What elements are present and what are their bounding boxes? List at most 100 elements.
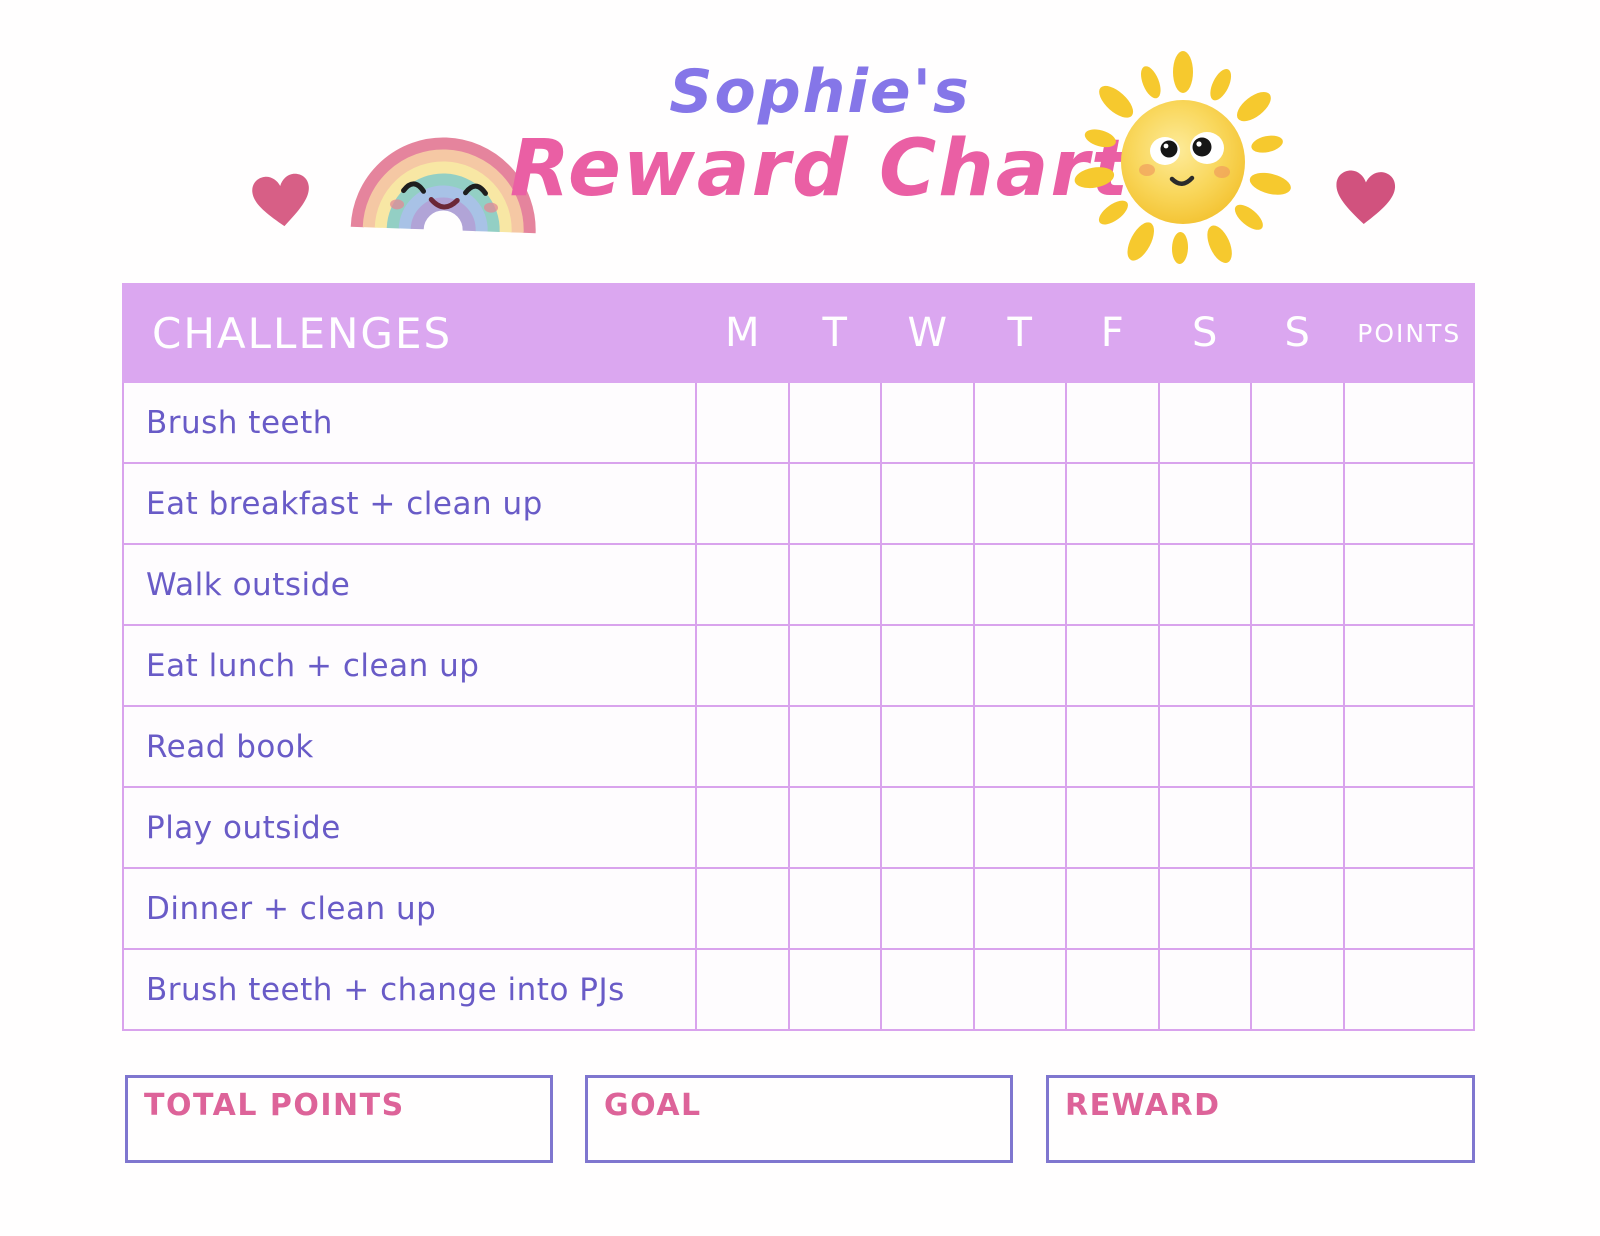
points-cell[interactable] xyxy=(1344,707,1473,786)
day-cell[interactable] xyxy=(1159,383,1250,462)
table-row: Play outside xyxy=(124,788,1473,867)
goal-label: GOAL xyxy=(604,1088,702,1123)
day-cell[interactable] xyxy=(789,383,880,462)
day-cell[interactable] xyxy=(697,545,788,624)
day-cell[interactable] xyxy=(1067,383,1158,462)
day-cell[interactable] xyxy=(1067,869,1158,948)
table-row: Walk outside xyxy=(124,545,1473,624)
day-cell[interactable] xyxy=(697,869,788,948)
day-cell[interactable] xyxy=(789,545,880,624)
rainbow-icon xyxy=(350,115,540,241)
day-cell[interactable] xyxy=(1159,626,1250,705)
day-header-fri: F xyxy=(1100,310,1124,356)
heart-icon xyxy=(247,169,317,237)
day-cell[interactable] xyxy=(789,869,880,948)
day-cell[interactable] xyxy=(789,788,880,867)
challenges-header: CHALLENGES xyxy=(152,308,453,358)
day-cell[interactable] xyxy=(789,950,880,1029)
points-cell[interactable] xyxy=(1344,383,1473,462)
day-cell[interactable] xyxy=(1067,707,1158,786)
day-cell[interactable] xyxy=(1067,788,1158,867)
day-cell[interactable] xyxy=(1252,707,1343,786)
day-cell[interactable] xyxy=(697,464,788,543)
day-cell[interactable] xyxy=(697,383,788,462)
reward-box[interactable]: REWARD xyxy=(1046,1075,1475,1163)
day-cell[interactable] xyxy=(1252,383,1343,462)
day-cell[interactable] xyxy=(974,788,1065,867)
challenge-label: Eat lunch + clean up xyxy=(124,626,695,705)
day-cell[interactable] xyxy=(1252,788,1343,867)
day-cell[interactable] xyxy=(789,464,880,543)
chart-title: Sophie's Reward Chart xyxy=(500,62,1140,208)
day-cell[interactable] xyxy=(1159,464,1250,543)
chart-main-title: Reward Chart xyxy=(509,124,1131,214)
total-points-box[interactable]: TOTAL POINTS xyxy=(125,1075,553,1163)
challenge-label: Brush teeth + change into PJs xyxy=(124,950,695,1029)
reward-label: REWARD xyxy=(1065,1088,1221,1123)
table-header-row: CHALLENGES M T W T F S S POINTS xyxy=(122,283,1475,383)
day-cell[interactable] xyxy=(974,464,1065,543)
challenge-label: Play outside xyxy=(124,788,695,867)
day-cell[interactable] xyxy=(1252,869,1343,948)
day-cell[interactable] xyxy=(882,869,973,948)
table-row: Brush teeth xyxy=(124,383,1473,462)
table-body: Brush teeth Eat breakfast + clean up xyxy=(122,383,1475,1031)
day-header-wed: W xyxy=(907,310,948,356)
day-cell[interactable] xyxy=(1067,950,1158,1029)
day-cell[interactable] xyxy=(1159,869,1250,948)
points-cell[interactable] xyxy=(1344,869,1473,948)
day-cell[interactable] xyxy=(882,545,973,624)
chart-owner-title: Sophie's xyxy=(669,57,971,127)
day-cell[interactable] xyxy=(1067,464,1158,543)
day-cell[interactable] xyxy=(697,788,788,867)
day-cell[interactable] xyxy=(1252,464,1343,543)
table-row: Read book xyxy=(124,707,1473,786)
day-cell[interactable] xyxy=(1067,545,1158,624)
points-cell[interactable] xyxy=(1344,788,1473,867)
points-cell[interactable] xyxy=(1344,626,1473,705)
day-cell[interactable] xyxy=(882,707,973,786)
day-cell[interactable] xyxy=(974,950,1065,1029)
day-cell[interactable] xyxy=(697,626,788,705)
day-cell[interactable] xyxy=(882,950,973,1029)
day-cell[interactable] xyxy=(697,707,788,786)
day-cell[interactable] xyxy=(974,869,1065,948)
day-header-sat: S xyxy=(1192,310,1218,356)
day-cell[interactable] xyxy=(1067,626,1158,705)
day-cell[interactable] xyxy=(974,626,1065,705)
day-cell[interactable] xyxy=(1252,545,1343,624)
heart-icon xyxy=(1330,166,1399,233)
day-cell[interactable] xyxy=(1159,545,1250,624)
day-cell[interactable] xyxy=(974,707,1065,786)
day-cell[interactable] xyxy=(789,626,880,705)
day-cell[interactable] xyxy=(882,464,973,543)
day-header-sun: S xyxy=(1284,310,1310,356)
reward-table: CHALLENGES M T W T F S S POINTS Brush te… xyxy=(122,283,1475,1031)
day-cell[interactable] xyxy=(882,788,973,867)
challenge-label: Read book xyxy=(124,707,695,786)
day-cell[interactable] xyxy=(882,383,973,462)
day-cell[interactable] xyxy=(1159,950,1250,1029)
day-header-tue: T xyxy=(822,310,847,356)
points-header: POINTS xyxy=(1357,318,1462,348)
day-cell[interactable] xyxy=(697,950,788,1029)
table-row: Dinner + clean up xyxy=(124,869,1473,948)
challenge-label: Eat breakfast + clean up xyxy=(124,464,695,543)
table-row: Eat breakfast + clean up xyxy=(124,464,1473,543)
day-cell[interactable] xyxy=(1159,707,1250,786)
points-cell[interactable] xyxy=(1344,464,1473,543)
points-cell[interactable] xyxy=(1344,545,1473,624)
day-cell[interactable] xyxy=(1159,788,1250,867)
day-cell[interactable] xyxy=(1252,626,1343,705)
day-cell[interactable] xyxy=(882,626,973,705)
total-points-label: TOTAL POINTS xyxy=(144,1088,405,1123)
day-header-mon: M xyxy=(724,310,760,356)
day-cell[interactable] xyxy=(1252,950,1343,1029)
points-cell[interactable] xyxy=(1344,950,1473,1029)
day-cell[interactable] xyxy=(789,707,880,786)
table-row: Eat lunch + clean up xyxy=(124,626,1473,705)
goal-box[interactable]: GOAL xyxy=(585,1075,1013,1163)
day-cell[interactable] xyxy=(974,545,1065,624)
day-cell[interactable] xyxy=(974,383,1065,462)
